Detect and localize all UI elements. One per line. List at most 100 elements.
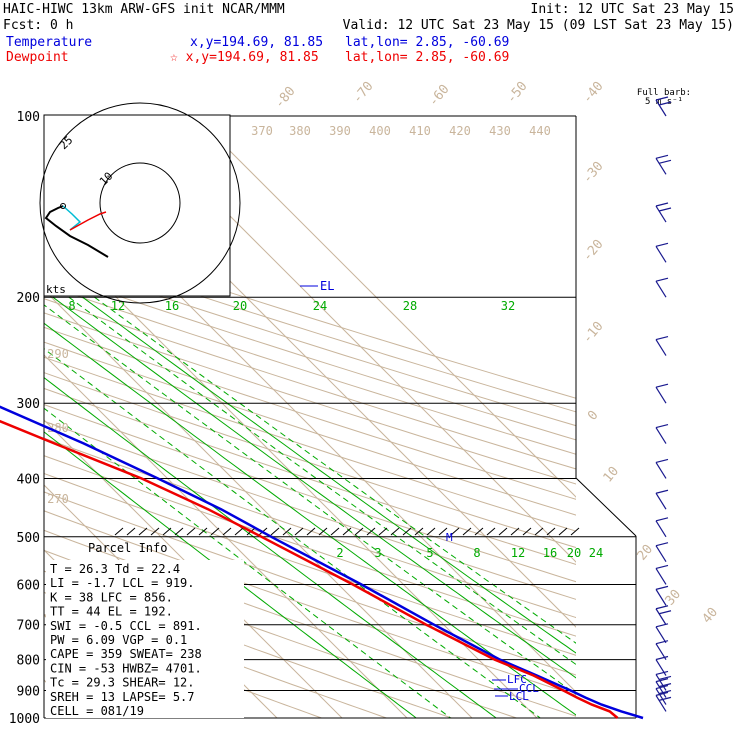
hodograph-trace-red [69, 211, 107, 231]
dewpoint-profile [0, 419, 619, 719]
hatch-mark [162, 527, 172, 536]
dry-adiabat [44, 437, 576, 619]
wind-barb-flag [655, 605, 669, 610]
hatch-mark [570, 527, 580, 536]
mixing-ratio-label: 16 [543, 546, 557, 560]
isotherm-label: 0 [585, 408, 602, 424]
wind-barb [655, 423, 669, 444]
legend-temperature: Temperature [6, 35, 92, 50]
wind-barb-staff [655, 589, 667, 606]
wind-barb-staff [655, 462, 667, 479]
hatch-mark [270, 527, 280, 536]
barb-legend-title: Full barb: [637, 88, 691, 98]
parcel-row: SREH = 13 LAPSE= 5.7 [50, 690, 195, 704]
wind-barb [655, 458, 669, 479]
barb-legend-units: 5 m s⁻¹ [645, 97, 683, 107]
hatch-mark [414, 527, 424, 536]
m-marker: M [446, 531, 453, 544]
header-title: HAIC-HIWC 13km ARW-GFS init NCAR/MMM [3, 2, 285, 17]
wind-barb [655, 242, 669, 263]
isotherm-label: -70 [350, 79, 377, 107]
right-axis-bend [575, 477, 637, 537]
isotherm-label: -40 [580, 79, 607, 107]
mixing-ratio-line [68, 296, 576, 666]
wind-barb-staff [655, 659, 667, 676]
isotherm [0, 116, 17, 718]
wind-barb-profile [655, 96, 672, 712]
hodograph-storm-marker [60, 203, 66, 209]
dry-adiabat [44, 420, 576, 600]
pressure-label: 200 [17, 291, 40, 306]
mixing-ratio-label: 32 [501, 299, 515, 313]
parcel-row: T = 26.3 Td = 22.4 [50, 562, 180, 576]
wind-barb [655, 96, 672, 117]
parcel-row: CIN = -53 HWBZ= 4701. [50, 661, 202, 675]
wind-barb [655, 517, 669, 538]
wind-barb-flag [658, 690, 672, 695]
mixing-ratio-label: 8 [68, 299, 75, 313]
isotherm-label: -10 [580, 319, 607, 347]
wind-barb-staff [655, 681, 667, 698]
header-forecast: Fcst: 0 h [3, 18, 73, 33]
pressure-label: 100 [17, 110, 40, 125]
hatch-mark [294, 527, 304, 536]
theta-label: 380 [289, 124, 311, 138]
hatch-mark [498, 527, 508, 536]
hatch-mark [462, 527, 472, 536]
hodograph-trace-black [44, 205, 109, 258]
hatch-mark [426, 527, 436, 536]
dry-adiabat [44, 326, 576, 500]
theta-label: 280 [47, 421, 69, 435]
hodograph-ring-inner [99, 162, 181, 244]
dry-adiabat [44, 270, 576, 441]
wind-barb-flag [655, 383, 669, 388]
header-valid: Valid: 12 UTC Sat 23 May 15 (09 LST Sat … [343, 18, 734, 33]
theta-label: 410 [409, 124, 431, 138]
mixing-ratio-label: 2 [336, 546, 343, 560]
isotherm-label: -50 [504, 79, 531, 107]
wind-barb-staff [655, 245, 667, 263]
wind-barb [655, 685, 672, 705]
theta-label: 430 [489, 124, 511, 138]
pressure-label: 700 [17, 619, 40, 634]
wind-barb-staff [655, 608, 667, 626]
wind-barb-flag [655, 691, 669, 696]
parcel-row: TT = 44 EL = 192. [50, 605, 173, 619]
lfc-marker: LFC [507, 673, 527, 686]
wind-barb [655, 605, 672, 626]
theta-label: 290 [47, 347, 69, 361]
sounding-profiles [0, 405, 644, 720]
theta-label: 390 [329, 124, 351, 138]
mixing-ratio-label: 8 [473, 546, 480, 560]
dry-adiabat [44, 341, 576, 516]
pressure-label: 1000 [9, 712, 40, 727]
wind-barb-staff [655, 386, 667, 404]
mixing-ratio-line [44, 348, 541, 718]
theta-label: 440 [529, 124, 551, 138]
theta-label: 420 [449, 124, 471, 138]
wind-barb-flag [655, 678, 669, 683]
wind-barb [655, 655, 669, 676]
wind-barb-flag [655, 655, 669, 661]
hatch-mark [546, 527, 556, 536]
dry-adiabat [44, 591, 387, 718]
wind-barb [655, 640, 669, 660]
mixing-ratio-label: 5 [426, 546, 433, 560]
hatch-mark [486, 527, 496, 536]
dry-adiabat [44, 298, 576, 470]
wind-barb-flag [658, 101, 672, 106]
wind-barb-flag [658, 207, 672, 212]
wind-barb-flag [655, 542, 669, 547]
dry-adiabat [44, 455, 576, 637]
wind-barb-flag [655, 335, 669, 341]
isotherm [44, 354, 408, 718]
isotherm [44, 224, 538, 718]
wind-barb-flag [655, 458, 669, 464]
wind-barb [655, 202, 672, 223]
hatch-mark [510, 527, 520, 536]
el-marker: EL [320, 279, 334, 293]
wind-barb-flag [655, 564, 669, 570]
temperature-profile [0, 405, 644, 720]
mixing-ratio-label: 24 [313, 299, 327, 313]
hodograph-frame [43, 114, 231, 297]
